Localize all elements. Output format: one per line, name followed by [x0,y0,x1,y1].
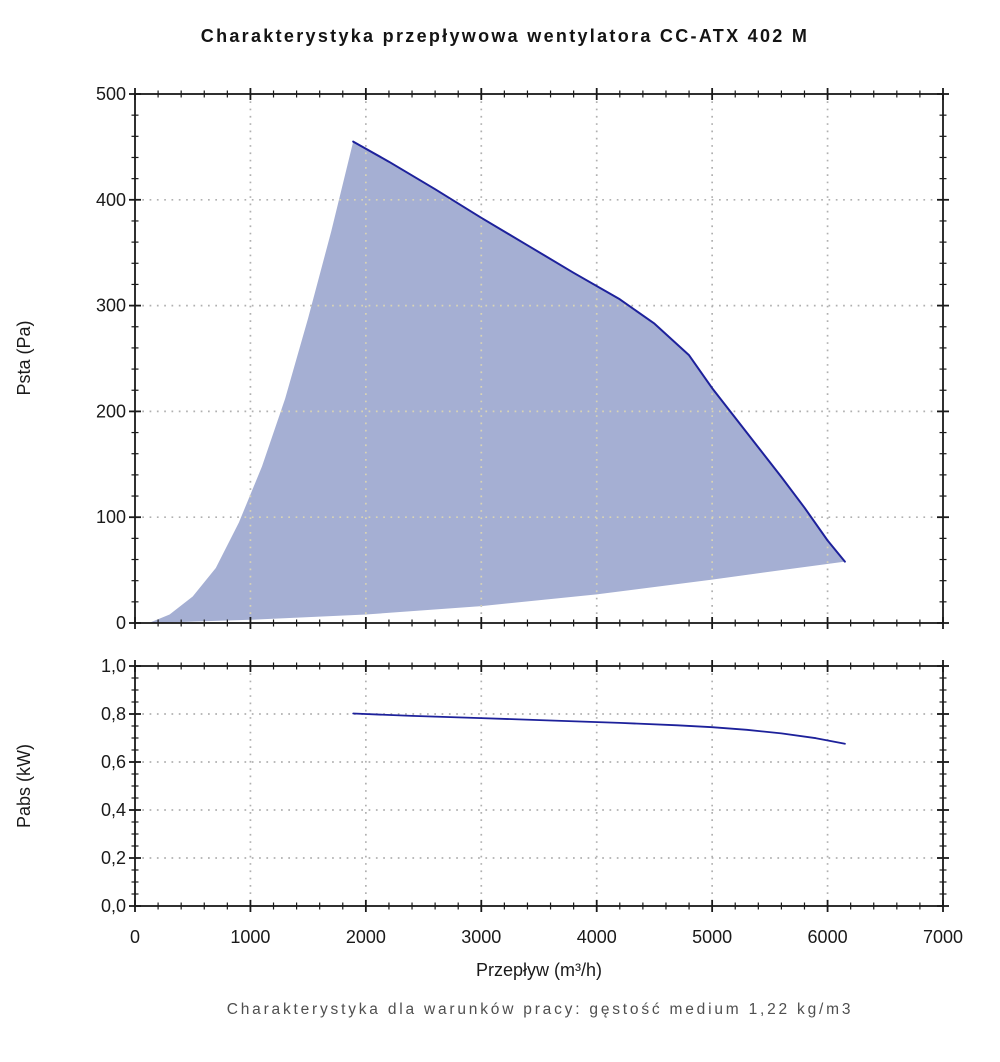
svg-text:0,4: 0,4 [101,800,126,820]
fan-power-curve-ticks [129,660,949,912]
pressure-plot-border [134,93,944,624]
svg-text:5000: 5000 [692,927,732,947]
svg-text:7000: 7000 [923,927,963,947]
fan-power-curve-grid [135,666,943,906]
fan-pressure-envelope-y-tick-labels: 0 100 200 300 400 500 [96,84,126,633]
svg-text:200: 200 [96,401,126,421]
svg-text:100: 100 [96,507,126,527]
chart-title: Charakterystyka przepływowa wentylatora … [200,26,810,46]
svg-text:3000: 3000 [461,927,501,947]
y-axis-label-pabs: Pabs (kW) [14,744,34,828]
svg-text:400: 400 [96,190,126,210]
svg-text:0: 0 [130,927,140,947]
svg-text:0,0: 0,0 [101,896,126,916]
svg-text:300: 300 [96,296,126,316]
x-tick-labels: 0 1000 2000 3000 4000 5000 6000 7000 [130,927,963,947]
svg-text:1,0: 1,0 [101,656,126,676]
svg-text:1000: 1000 [230,927,270,947]
x-axis-label: Przepływ (m³/h) [476,960,602,980]
svg-text:4000: 4000 [577,927,617,947]
svg-text:6000: 6000 [808,927,848,947]
svg-text:2000: 2000 [346,927,386,947]
svg-text:0: 0 [116,613,126,633]
svg-text:0,2: 0,2 [101,848,126,868]
svg-text:0,6: 0,6 [101,752,126,772]
y-axis-label-psta: Psta (Pa) [14,320,34,395]
power-curve-line [352,712,846,745]
max-pressure-curve-line [352,140,846,563]
operating-envelope-area [148,141,845,623]
operating-conditions-note: Charakterystyka dla warunków pracy: gęst… [226,1001,854,1018]
svg-text:0,8: 0,8 [101,704,126,724]
fan-power-curve-y-tick-labels: 0,0 0,2 0,4 0,6 0,8 1,0 [101,656,126,916]
power-plot-border [134,665,944,907]
svg-text:500: 500 [96,84,126,104]
fan-pressure-envelope-ticks [129,88,949,629]
